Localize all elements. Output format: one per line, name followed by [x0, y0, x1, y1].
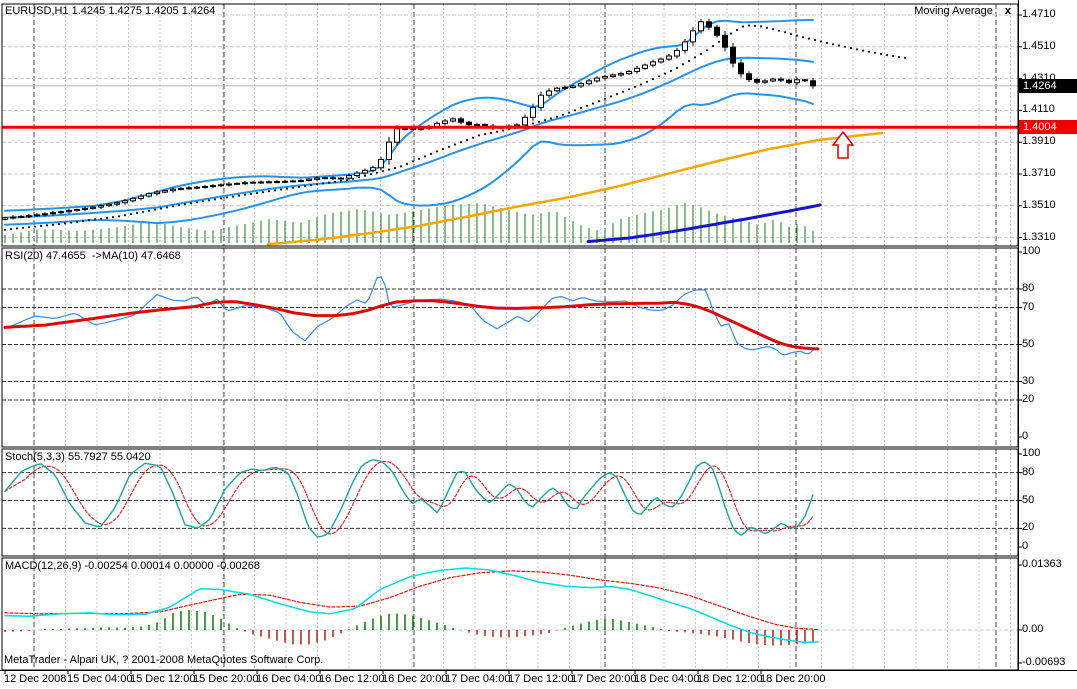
rsi-tick-label: 50	[1022, 337, 1035, 350]
time-tick-label: 15 Dec 20:00	[193, 673, 259, 685]
time-tick-label: 17 Dec 04:00	[445, 673, 511, 685]
time-tick-label: 18 Dec 04:00	[634, 673, 700, 685]
orange-ma-line	[266, 131, 884, 246]
macd-main-line	[4, 567, 819, 644]
rsi-tick-label: 30	[1022, 374, 1035, 387]
macd-tick-label: -0.00693	[1022, 656, 1066, 669]
time-tick-label: 17 Dec 12:00	[508, 673, 574, 685]
time-tick-label: 18 Dec 12:00	[697, 673, 763, 685]
bollinger-middle-band	[4, 56, 814, 219]
bollinger-lower-band	[4, 92, 814, 226]
rsi-ma-line	[3, 299, 820, 351]
price-tick-label: 1.3310	[1022, 230, 1056, 243]
macd-tick-label: 0.01363	[1022, 558, 1062, 571]
stoch-tick-label: 80	[1022, 465, 1035, 478]
indicator-title: Moving Average	[914, 5, 993, 17]
time-tick-label: 16 Dec 04:00	[256, 673, 322, 685]
price-tick-label: 1.4710	[1022, 8, 1056, 20]
stoch-tick-label: 50	[1022, 493, 1035, 506]
stoch-main-line	[4, 459, 814, 538]
time-tick-label: 18 Dec 20:00	[760, 673, 826, 685]
rsi-tick-label: 80	[1022, 282, 1035, 294]
indicator-subwindow-titlebar: Moving Average x	[914, 5, 1011, 17]
indicator-close-button[interactable]: x	[1004, 5, 1011, 17]
hline-price-badge: 1.4004	[1019, 120, 1077, 134]
time-tick-label: 15 Dec 04:00	[67, 673, 133, 685]
time-tick-label: 12 Dec 2008	[4, 673, 67, 685]
stoch-tick-label: 20	[1022, 521, 1035, 534]
time-axis[interactable]: 12 Dec 2008 15 Dec 04:00 15 Dec 12:00 15 De…	[0, 670, 1077, 689]
macd-tick-label: 0.00	[1022, 623, 1044, 635]
time-tick-label: 17 Dec 20:00	[571, 673, 637, 685]
price-tick-label: 1.3910	[1022, 135, 1056, 148]
time-tick-label: 16 Dec 12:00	[319, 673, 385, 685]
current-price-badge: 1.4264	[1019, 79, 1077, 93]
price-tick-label: 1.3710	[1022, 167, 1056, 179]
time-tick-label: 15 Dec 12:00	[130, 673, 196, 685]
stoch-tick-label: 100	[1022, 447, 1041, 459]
rsi-indicator-label: RSI(20) 47.4655 ->MA(10) 47.6468	[5, 250, 181, 262]
footer-copyright: MetaTrader - Alpari UK, ? 2001-2008 Meta…	[4, 654, 324, 666]
rsi-tick-label: 20	[1022, 393, 1035, 405]
stoch-tick-label: 0	[1022, 540, 1029, 552]
time-tick-label: 16 Dec 20:00	[382, 673, 448, 685]
rsi-tick-label: 70	[1022, 300, 1035, 313]
price-tick-label: 1.4110	[1022, 103, 1055, 116]
rsi-tick-label: 0	[1022, 430, 1029, 442]
main-chart-label: EURUSD,H1 1.4245 1.4275 1.4205 1.4264	[5, 5, 216, 17]
price-tick-label: 1.4510	[1022, 39, 1056, 52]
price-tick-label: 1.3510	[1022, 198, 1056, 211]
stochastic-indicator-label: Stoch(5,3,3) 55.7927 55.0420	[5, 451, 151, 463]
up-arrow-annotation[interactable]	[831, 130, 855, 159]
macd-indicator-label: MACD(12,26,9) -0.00254 0.00014 0.00000 -…	[5, 560, 261, 572]
price-axis[interactable]: 1.4710 1.4510 1.4310 1.4110 1.3910 1.3710 1.35…	[1018, 0, 1077, 670]
stoch-signal-line	[4, 460, 814, 535]
macd-signal-line	[4, 570, 819, 631]
navy-ma-line	[586, 203, 822, 244]
rsi-tick-label: 100	[1022, 245, 1041, 257]
